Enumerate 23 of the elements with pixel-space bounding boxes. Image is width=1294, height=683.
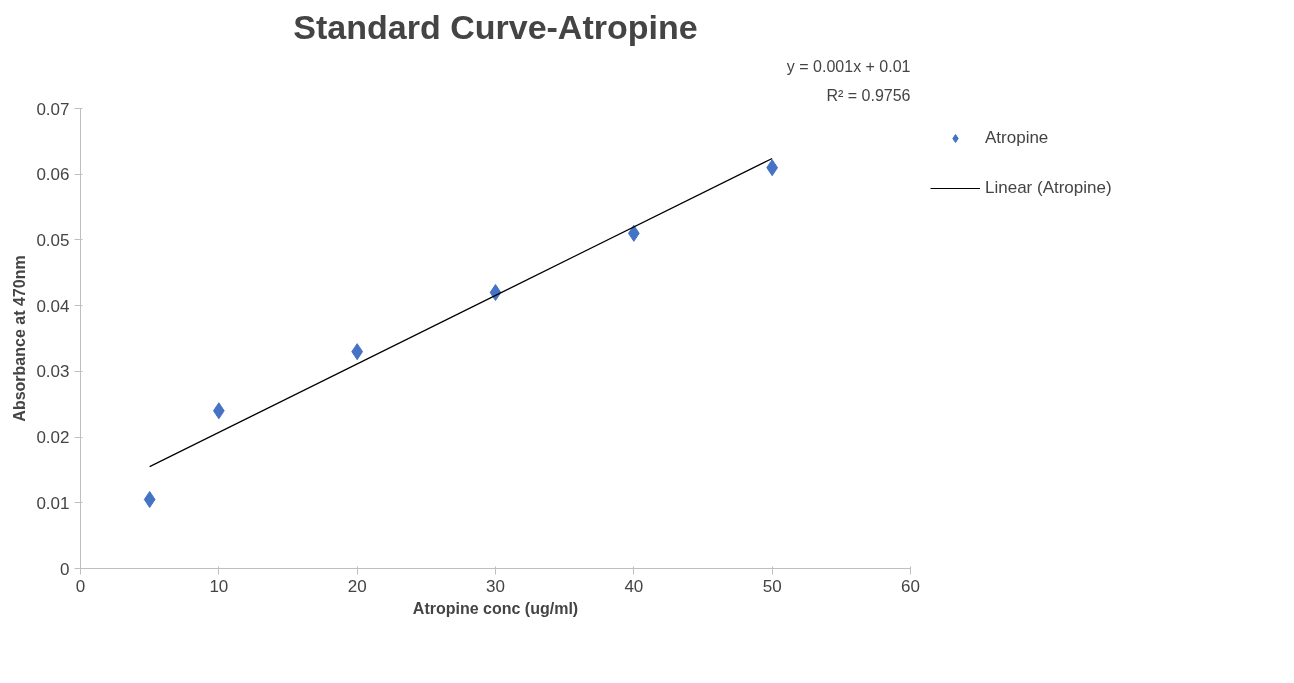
y-tick-label: 0.07 — [36, 99, 70, 119]
x-tick-label: 50 — [762, 576, 782, 596]
y-tick-label: 0.03 — [36, 362, 70, 382]
y-tick-label: 0.01 — [36, 493, 70, 513]
y-axis-title: Absorbance at 470nm — [11, 255, 29, 422]
x-tick-label: 20 — [347, 576, 367, 596]
x-tick-label: 30 — [486, 576, 505, 596]
legend-label: Linear (Atropine) — [985, 178, 1112, 198]
y-tick-label: 0.06 — [36, 165, 70, 185]
y-tick-label: 0 — [60, 559, 70, 579]
y-tick-label: 0.04 — [36, 296, 70, 316]
y-tick-label: 0.05 — [36, 230, 70, 250]
y-tick-label: 0.02 — [36, 428, 70, 448]
chart-title: Standard Curve-Atropine — [293, 7, 698, 46]
x-tick-label: 40 — [624, 576, 644, 596]
x-axis-title: Atropine conc (ug/ml) — [412, 599, 579, 617]
x-tick-label: 60 — [901, 576, 920, 596]
text: R² = 0.9756 — [826, 86, 911, 104]
legend-label: Atropine — [985, 128, 1049, 148]
point — [143, 491, 156, 508]
x-tick-label: 10 — [209, 576, 229, 596]
text: y = 0.001x + 0.01 — [786, 57, 911, 75]
x-tick-label: 0 — [75, 576, 86, 596]
